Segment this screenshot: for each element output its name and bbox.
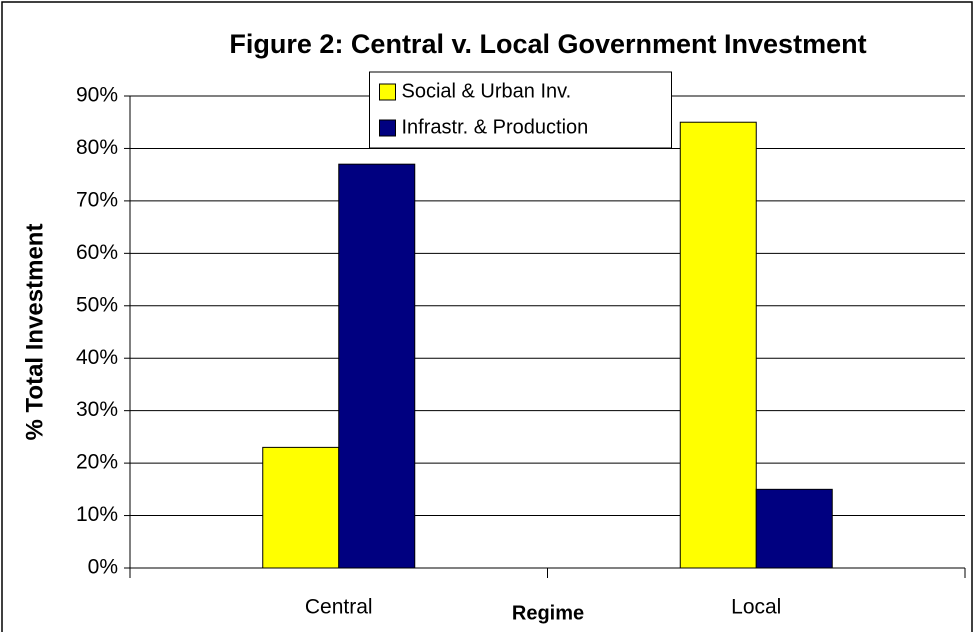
legend: Social & Urban Inv. Infrastr. & Productio… (369, 71, 672, 149)
x-tick-label: Local (731, 596, 781, 619)
y-tick-label: 40% (76, 346, 118, 369)
bar (262, 446, 340, 569)
y-axis-label: % Total Investment (21, 224, 48, 441)
x-tick-label: Central (305, 596, 373, 619)
bar (679, 121, 757, 569)
y-tick-label: 10% (76, 503, 118, 526)
y-tick-label: 50% (76, 293, 118, 316)
bar (755, 488, 833, 569)
legend-box (369, 71, 672, 149)
y-tick-label: 90% (76, 84, 118, 107)
legend-label: Infrastr. & Production (402, 116, 589, 138)
y-tick-label: 0% (88, 556, 118, 579)
y-tick-label: 30% (76, 398, 118, 421)
y-tick-label: 70% (76, 188, 118, 211)
y-tick-label: 60% (76, 241, 118, 264)
chart-title: Figure 2: Central v. Local Government In… (229, 29, 866, 59)
y-tick-label: 80% (76, 136, 118, 159)
y-tick-label: 20% (76, 451, 118, 474)
x-axis-label: Regime (512, 602, 584, 624)
legend-label: Social & Urban Inv. (402, 80, 572, 102)
legend-swatch (379, 119, 396, 137)
legend-swatch (379, 83, 396, 101)
bar (338, 163, 416, 569)
